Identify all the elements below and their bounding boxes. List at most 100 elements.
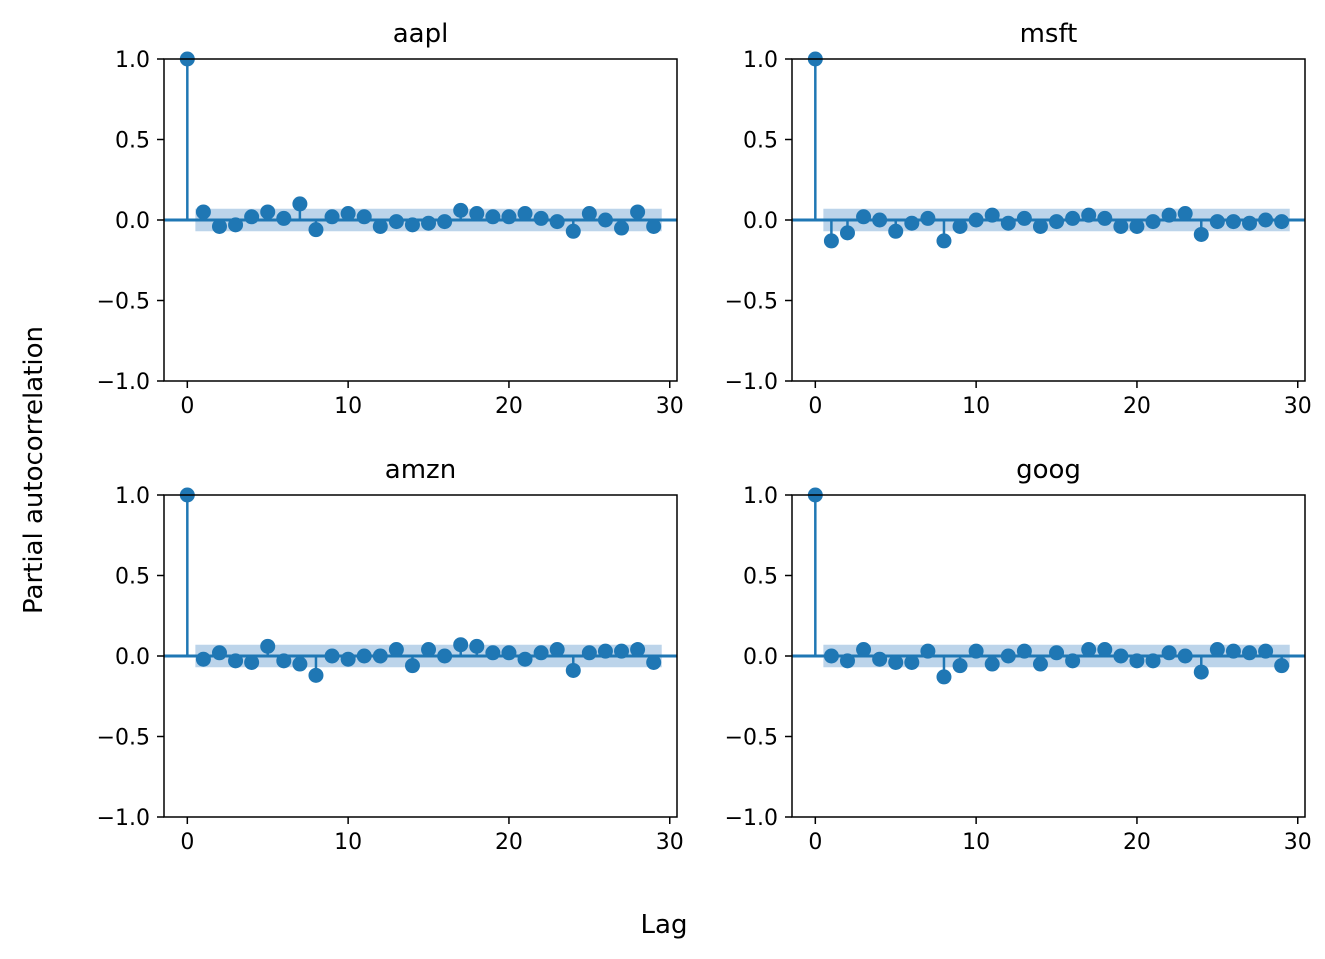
marker-lag-28 [1258,212,1274,228]
marker-lag-1 [195,204,211,220]
marker-lag-8 [936,669,952,685]
marker-lag-7 [920,210,936,226]
marker-lag-20 [501,209,517,225]
x-tick-label: 10 [334,830,362,855]
marker-lag-2 [211,218,227,234]
y-tick-label: 0.0 [743,209,778,234]
marker-lag-12 [372,648,388,664]
marker-lag-11 [984,207,1000,223]
x-tick-label: 0 [180,830,194,855]
marker-lag-6 [276,210,292,226]
marker-lag-17 [453,202,469,218]
marker-lag-25 [581,645,597,661]
marker-lag-7 [292,196,308,212]
marker-lag-4 [244,209,260,225]
marker-lag-3 [228,653,244,669]
x-tick-label: 30 [1284,830,1312,855]
marker-lag-1 [823,648,839,664]
x-tick-label: 10 [962,394,990,419]
y-tick-label: −1.0 [97,370,150,395]
shared-x-axis-label: Lag [641,910,688,940]
y-tick-label: 0.0 [743,645,778,670]
marker-lag-21 [517,651,533,667]
marker-lag-22 [1161,645,1177,661]
marker-lag-18 [1097,642,1113,658]
y-tick-label: 0.5 [115,565,150,590]
marker-lag-3 [856,209,872,225]
marker-lag-16 [1065,210,1081,226]
marker-lag-9 [952,218,968,234]
marker-lag-27 [614,643,630,659]
marker-lag-26 [597,212,613,228]
marker-lag-19 [1113,648,1129,664]
y-tick-label: 0.5 [115,129,150,154]
marker-lag-9 [952,658,968,674]
marker-lag-22 [1161,207,1177,223]
x-tick-label: 30 [1284,394,1312,419]
x-tick-label: 0 [180,394,194,419]
marker-lag-19 [485,209,501,225]
marker-lag-24 [565,662,581,678]
marker-lag-23 [549,214,565,230]
marker-lag-26 [1225,214,1241,230]
x-tick-label: 0 [808,394,822,419]
marker-lag-10 [968,212,984,228]
x-tick-label: 0 [808,830,822,855]
marker-lag-17 [1081,207,1097,223]
y-tick-label: −0.5 [97,726,150,751]
marker-lag-25 [1209,642,1225,658]
panel-msft: 0 10 20 30 −1.0 −0.5 0.0 0.5 1.0 msft [725,19,1312,419]
marker-lag-20 [1129,653,1145,669]
marker-lag-14 [404,658,420,674]
marker-lag-16 [437,648,453,664]
marker-lag-12 [372,218,388,234]
panel-title: msft [1020,19,1078,49]
marker-lag-13 [1016,210,1032,226]
marker-lag-5 [888,654,904,670]
marker-lag-13 [388,214,404,230]
marker-lag-29 [1274,658,1290,674]
marker-lag-6 [904,654,920,670]
y-tick-label: 1.0 [115,48,150,73]
x-tick-label: 30 [656,830,684,855]
marker-lag-4 [872,212,888,228]
marker-lag-24 [565,223,581,239]
panel-goog: 0 10 20 30 −1.0 −0.5 0.0 0.5 1.0 goog [725,455,1312,855]
marker-lag-16 [1065,653,1081,669]
marker-lag-23 [1177,648,1193,664]
marker-lag-9 [324,648,340,664]
marker-lag-3 [228,217,244,233]
marker-lag-5 [888,223,904,239]
marker-lag-10 [340,651,356,667]
marker-lag-18 [469,206,485,222]
marker-lag-22 [533,645,549,661]
marker-lag-8 [936,233,952,249]
y-tick-label: −0.5 [725,726,778,751]
marker-lag-8 [308,222,324,238]
y-tick-label: 0.5 [743,565,778,590]
y-tick-label: 0.0 [115,209,150,234]
panel-amzn: 0 10 20 30 −1.0 −0.5 0.0 0.5 1.0 amzn [97,455,684,855]
x-tick-label: 20 [1123,830,1151,855]
x-tick-label: 10 [334,394,362,419]
x-tick-label: 20 [495,830,523,855]
panel-title: aapl [393,19,449,49]
marker-lag-5 [260,638,276,654]
marker-lag-21 [1145,653,1161,669]
marker-lag-5 [260,204,276,220]
marker-lag-28 [630,642,646,658]
marker-lag-2 [839,653,855,669]
marker-lag-2 [211,645,227,661]
marker-lag-4 [872,651,888,667]
marker-lag-13 [388,642,404,658]
marker-lag-28 [1258,643,1274,659]
y-tick-label: −1.0 [725,806,778,831]
marker-lag-6 [276,653,292,669]
marker-lag-2 [839,225,855,241]
y-tick-label: 0.5 [743,129,778,154]
marker-lag-23 [549,642,565,658]
marker-lag-8 [308,667,324,683]
marker-lag-27 [1242,645,1258,661]
marker-lag-26 [597,643,613,659]
